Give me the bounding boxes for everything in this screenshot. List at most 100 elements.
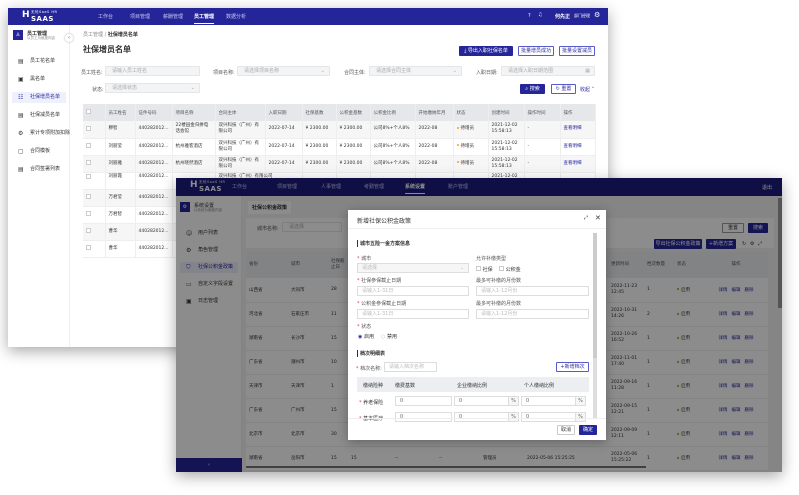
reset-button[interactable]: ↻ 重置 — [551, 84, 576, 94]
radio-checked-icon[interactable]: ◉ — [358, 334, 363, 340]
nav-item[interactable]: 数据分析 — [226, 14, 247, 20]
export-policy-button[interactable]: 导出社保公积金政策 — [654, 239, 702, 249]
gear-icon[interactable]: ⚙ — [750, 241, 755, 247]
sidebar-item[interactable]: ⚙ 累计专项附加扣除 — [12, 128, 70, 139]
detail-link[interactable]: 详情 — [718, 360, 728, 365]
edit-link[interactable]: 编辑 — [731, 336, 741, 341]
table-cell[interactable]: 查看明细 — [560, 155, 596, 173]
checkbox[interactable] — [86, 228, 91, 233]
detail-link[interactable]: 详情 — [718, 336, 728, 341]
view-detail-link[interactable]: 查看明细 — [563, 143, 582, 149]
row-select[interactable] — [83, 206, 106, 224]
batch-success-button[interactable]: 批量增员成功 — [518, 46, 554, 56]
city-filter-input[interactable]: 请选择 — [282, 222, 342, 232]
bell-icon[interactable]: ♫ — [538, 12, 543, 18]
row-select[interactable] — [83, 121, 106, 139]
nav-item[interactable]: 考勤管理 — [364, 184, 385, 190]
checkbox[interactable] — [86, 211, 91, 216]
scroll-thumb[interactable] — [593, 233, 597, 358]
gear-icon[interactable]: ⚙ — [594, 11, 601, 19]
horizontal-scrollbar[interactable] — [246, 466, 646, 468]
checkbox[interactable] — [476, 266, 481, 271]
delete-link[interactable]: 删除 — [744, 408, 754, 413]
nav-item[interactable]: 工作台 — [98, 14, 114, 20]
date-range-input[interactable]: 请选择入职日期范围 ▦ — [501, 66, 595, 76]
nav-item[interactable]: 项目管理 — [130, 14, 151, 20]
ss-backpay-input[interactable]: 请输入1-12月份 — [476, 286, 589, 296]
delete-link[interactable]: 删除 — [744, 287, 754, 293]
checkbox[interactable] — [499, 266, 504, 271]
detail-link[interactable]: 详情 — [718, 408, 728, 413]
corp-rate-input[interactable]: 0% — [454, 396, 519, 406]
sidebar-item[interactable]: ▣ 黑名单 — [12, 74, 66, 85]
nav-item[interactable]: 员工管理 — [194, 13, 215, 24]
refresh-icon[interactable]: ↻ — [742, 241, 747, 247]
edit-link[interactable]: 编辑 — [731, 456, 741, 461]
sidebar-item[interactable]: ▤ 员工花名单 — [12, 56, 66, 67]
edit-link[interactable]: 编辑 — [731, 287, 741, 293]
sidebar-item[interactable]: ▤ 合同签署列表 — [12, 164, 66, 175]
nav-item[interactable]: 项目管理 — [277, 184, 298, 190]
edit-link[interactable]: 编辑 — [731, 360, 741, 365]
detail-link[interactable]: 详情 — [718, 432, 728, 437]
vertical-scrollbar[interactable] — [778, 198, 782, 308]
sidebar-item[interactable]: ⛉ 社保公积金政策 — [180, 262, 238, 273]
checkbox-fund[interactable]: 公积金 — [499, 266, 521, 273]
search-button[interactable]: ⌕ 搜索 — [520, 84, 545, 94]
view-detail-link[interactable]: 查看明细 — [563, 126, 582, 132]
nav-item[interactable]: 人事管理 — [321, 184, 342, 190]
checkbox[interactable] — [86, 245, 91, 250]
checkbox-social[interactable]: 社保 — [476, 266, 493, 273]
select-all[interactable] — [83, 104, 106, 121]
city-select[interactable]: 请选择 ⌄ — [357, 263, 469, 273]
row-select[interactable] — [83, 189, 106, 207]
checkbox[interactable] — [86, 160, 91, 165]
maximize-icon[interactable]: ⤢ — [584, 215, 589, 221]
batch-reduce-button[interactable]: 批量设置减员 — [559, 46, 595, 56]
collapse-filters-link[interactable]: 收起 ˄ — [580, 87, 595, 93]
sidebar-item[interactable]: ▭ 自定义字段设置 — [180, 279, 238, 290]
view-detail-link[interactable]: 查看明细 — [563, 160, 582, 166]
grade-name-input[interactable]: 请输入档次名称 — [384, 362, 437, 372]
edit-link[interactable]: 编辑 — [731, 408, 741, 413]
sidebar-item[interactable]: ▢ 合同模板 — [12, 146, 66, 157]
add-grade-button[interactable]: +新增档次 — [556, 362, 589, 372]
tab-policy[interactable]: 社保公积金政策 — [248, 201, 292, 214]
sidebar-item[interactable]: ☷ 社保增员名单 — [12, 92, 66, 103]
edit-link[interactable]: 编辑 — [731, 432, 741, 437]
hf-backpay-input[interactable]: 请输入1-12月份 — [476, 309, 589, 319]
table-cell[interactable]: 查看明细 — [560, 138, 596, 156]
edit-link[interactable]: 编辑 — [731, 312, 741, 317]
pers-rate-input[interactable]: 0% — [521, 412, 586, 422]
sidebar-item[interactable]: ⚙ 角色管理 — [180, 245, 238, 256]
sidebar-item[interactable]: ▣ 日志管理 — [180, 296, 238, 307]
status-filter-select[interactable]: 请选择状态 ⌄ — [105, 83, 200, 93]
delete-link[interactable]: 删除 — [744, 384, 754, 389]
delete-link[interactable]: 删除 — [744, 456, 754, 461]
nav-item[interactable]: 系统设置 — [405, 183, 426, 194]
name-filter-input[interactable]: 请输入员工姓名 — [105, 66, 200, 76]
detail-link[interactable]: 详情 — [718, 287, 728, 293]
add-plan-button[interactable]: +新增方案 — [706, 239, 736, 249]
breadcrumb-parent[interactable]: 员工管理 — [83, 32, 104, 38]
sidebar-item[interactable]: ☺ 用户列表 — [180, 228, 238, 239]
table-cell[interactable]: 查看明细 — [560, 121, 596, 139]
row-select[interactable] — [83, 138, 106, 156]
row-select[interactable] — [83, 172, 106, 190]
logout-link[interactable]: 退出 — [761, 185, 772, 191]
export-button[interactable]: ⤓ 导出入职社保名单 — [459, 46, 513, 56]
row-select[interactable] — [83, 223, 106, 241]
checkbox[interactable] — [86, 194, 91, 199]
sidebar-item[interactable]: ▤ 社保减员名单 — [12, 110, 66, 121]
base-input[interactable]: 0 — [395, 412, 452, 422]
nav-item[interactable]: 账户管理 — [448, 184, 469, 190]
collapse-sidebar-button[interactable]: ‹ — [176, 458, 242, 472]
pers-rate-input[interactable]: 0% — [521, 396, 586, 406]
reset-button[interactable]: 重置 — [722, 223, 744, 233]
contract-filter-select[interactable]: 请选择合同主体 ⌄ — [369, 66, 462, 76]
fullscreen-icon[interactable]: ⤢ — [758, 241, 763, 247]
project-filter-select[interactable]: 请选择项目名称 ⌄ — [237, 66, 330, 76]
modal-scrollbar[interactable] — [593, 233, 597, 418]
radio-icon[interactable]: ○ — [381, 334, 386, 340]
collapse-sidebar-button[interactable]: ‹ — [65, 34, 73, 42]
